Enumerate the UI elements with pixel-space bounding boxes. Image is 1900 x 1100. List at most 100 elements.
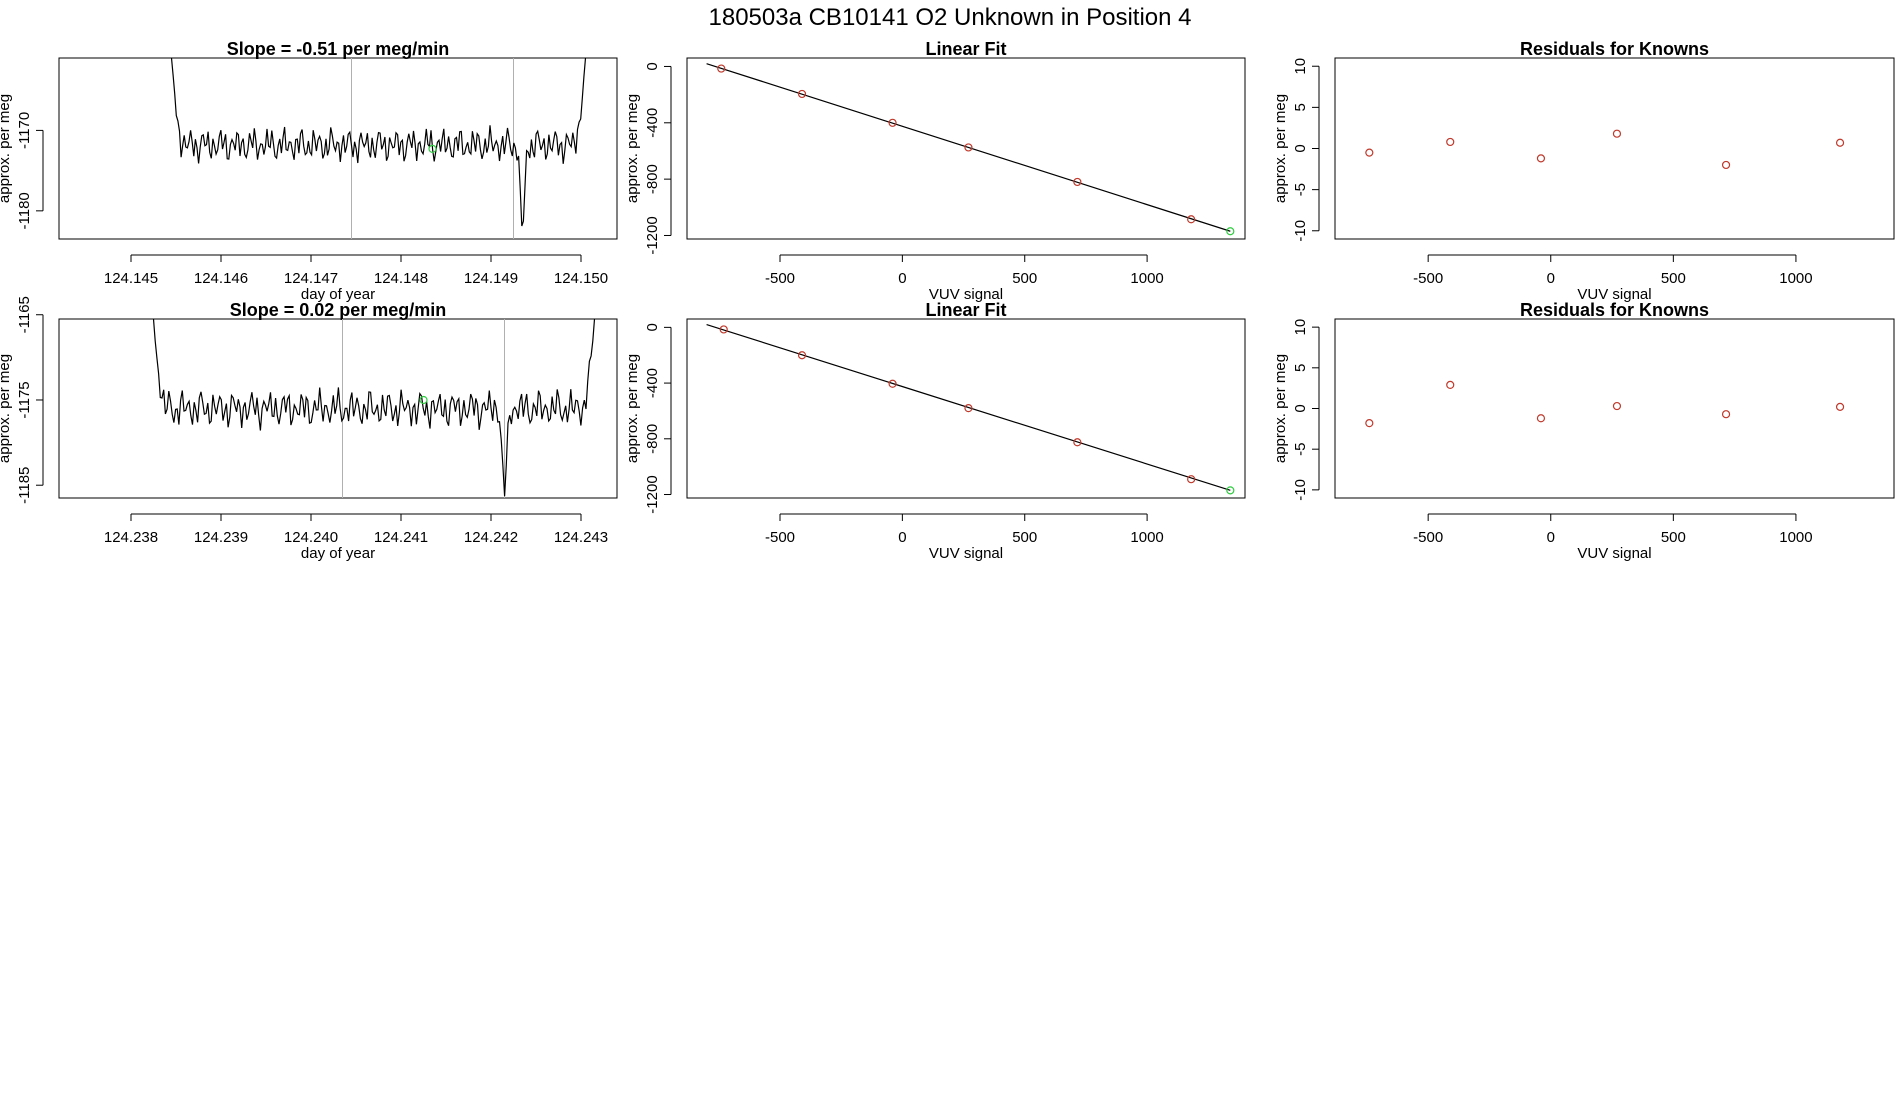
unknown-point [428, 144, 437, 154]
x-tick-label: 124.145 [104, 270, 158, 287]
chart-panel-3: Residuals for Knowns -500 0 500 1000 VUV sign… [1272, 39, 1895, 303]
known-point [1536, 414, 1546, 423]
known-point [1187, 475, 1196, 484]
y-tick-label: -1180 [16, 192, 33, 229]
known-point [1536, 154, 1546, 163]
y-tick-label: -1200 [644, 216, 661, 254]
y-tick-label: -1165 [16, 296, 33, 333]
chart-title: Linear Fit [925, 300, 1006, 320]
unknown-point [1226, 227, 1235, 236]
chart-panel-2: Linear Fit -500 0 500 1000 VUV signal -1200 -80… [624, 39, 1246, 303]
known-point [1365, 419, 1374, 428]
y-tick-label: -800 [644, 164, 661, 194]
known-point [797, 89, 807, 99]
plot-area [152, 319, 596, 498]
y-tick-label: -1170 [16, 112, 33, 149]
chart-title: Slope = -0.51 per meg/min [227, 39, 450, 59]
x-tick-label: -500 [1413, 529, 1443, 546]
x-tick-label: 1000 [1130, 270, 1163, 287]
known-point [1446, 380, 1455, 390]
x-tick-label: 124.239 [194, 529, 248, 546]
x-tick-label: 500 [1661, 270, 1686, 287]
x-tick-label: -500 [1413, 270, 1443, 287]
y-tick-label: 5 [1292, 103, 1309, 111]
x-tick-label: 0 [1547, 270, 1555, 287]
x-axis-label: VUV signal [929, 286, 1003, 303]
x-tick-label: 124.243 [554, 529, 608, 546]
x-tick-label: 124.147 [284, 270, 338, 287]
x-tick-label: 500 [1012, 529, 1037, 546]
chart-title: Slope = 0.02 per meg/min [230, 300, 447, 320]
chart-panel-6: Residuals for Knowns -500 0 500 1000 VUV sign… [1272, 300, 1895, 562]
y-axis-label: approx. per meg [0, 354, 13, 463]
y-tick-label: -400 [644, 368, 661, 398]
y-axis-label: approx. per meg [0, 94, 13, 203]
plot-frame [1334, 318, 1895, 499]
known-point [797, 351, 807, 360]
x-tick-label: -500 [765, 529, 795, 546]
chart-panel-1: Slope = -0.51 per meg/min 124.145 124.146 1… [0, 39, 618, 303]
y-tick-label: 0 [644, 62, 661, 70]
fit-line [706, 323, 1231, 491]
x-tick-label: 0 [898, 270, 906, 287]
x-tick-label: 124.146 [194, 270, 248, 287]
y-tick-label: -1200 [644, 475, 661, 513]
chart-title: Residuals for Knowns [1520, 39, 1709, 59]
known-point [1365, 148, 1374, 157]
known-point [888, 118, 897, 127]
y-tick-label: 0 [1292, 144, 1309, 152]
x-tick-label: 1000 [1779, 270, 1812, 287]
y-axis-label: approx. per meg [1272, 354, 1289, 463]
x-tick-label: 1000 [1130, 529, 1163, 546]
plot-area [706, 63, 1235, 236]
y-axis-label: approx. per meg [1272, 94, 1289, 203]
page-title: 180503a CB10141 O2 Unknown in Position 4 [709, 4, 1192, 31]
x-axis-label: day of year [301, 286, 375, 303]
chart-title: Linear Fit [925, 39, 1006, 59]
plot-area [1365, 380, 1845, 428]
plot-frame [686, 57, 1246, 240]
known-point [1612, 401, 1622, 411]
y-tick-label: 5 [1292, 364, 1309, 372]
x-axis-label: VUV signal [1577, 286, 1651, 303]
y-tick-label: 10 [1292, 319, 1309, 336]
x-tick-label: 124.240 [284, 529, 338, 546]
plot-frame [58, 57, 618, 240]
known-point [1187, 215, 1196, 224]
plot-frame [686, 318, 1246, 499]
chart-panel-5: Linear Fit -500 0 500 1000 VUV signal -1200 -80… [624, 300, 1246, 562]
plot-frame [58, 318, 618, 499]
x-tick-label: 124.150 [554, 270, 608, 287]
plot-area [1365, 129, 1845, 170]
y-tick-label: 10 [1292, 58, 1309, 75]
y-tick-label: 0 [644, 323, 661, 331]
x-tick-label: 0 [898, 529, 906, 546]
unknown-point [1226, 486, 1235, 495]
plot-frame [1334, 57, 1895, 240]
x-tick-label: 0 [1547, 529, 1555, 546]
data-series-line [152, 319, 596, 497]
x-axis-label: VUV signal [929, 545, 1003, 562]
fit-line [706, 63, 1231, 232]
y-tick-label: -1185 [16, 467, 33, 504]
x-axis-label: VUV signal [1577, 545, 1651, 562]
y-tick-label: -800 [644, 424, 661, 454]
x-tick-label: 500 [1661, 529, 1686, 546]
data-series-line [170, 58, 587, 227]
plot-area [706, 323, 1235, 495]
y-tick-label: -400 [644, 108, 661, 138]
x-tick-label: 124.238 [104, 529, 158, 546]
x-tick-label: 500 [1012, 270, 1037, 287]
known-point [888, 379, 897, 388]
y-tick-label: 0 [1292, 404, 1309, 412]
known-point [1835, 138, 1845, 147]
y-tick-label: -5 [1292, 443, 1309, 456]
unknown-point [419, 395, 428, 405]
known-point [717, 64, 726, 73]
plot-area [170, 58, 587, 239]
known-point [719, 325, 728, 334]
chart-panel-4: Slope = 0.02 per meg/min 124.238 124.239 12… [0, 296, 618, 562]
y-tick-label: -5 [1292, 183, 1309, 196]
chart-title: Residuals for Knowns [1520, 300, 1709, 320]
